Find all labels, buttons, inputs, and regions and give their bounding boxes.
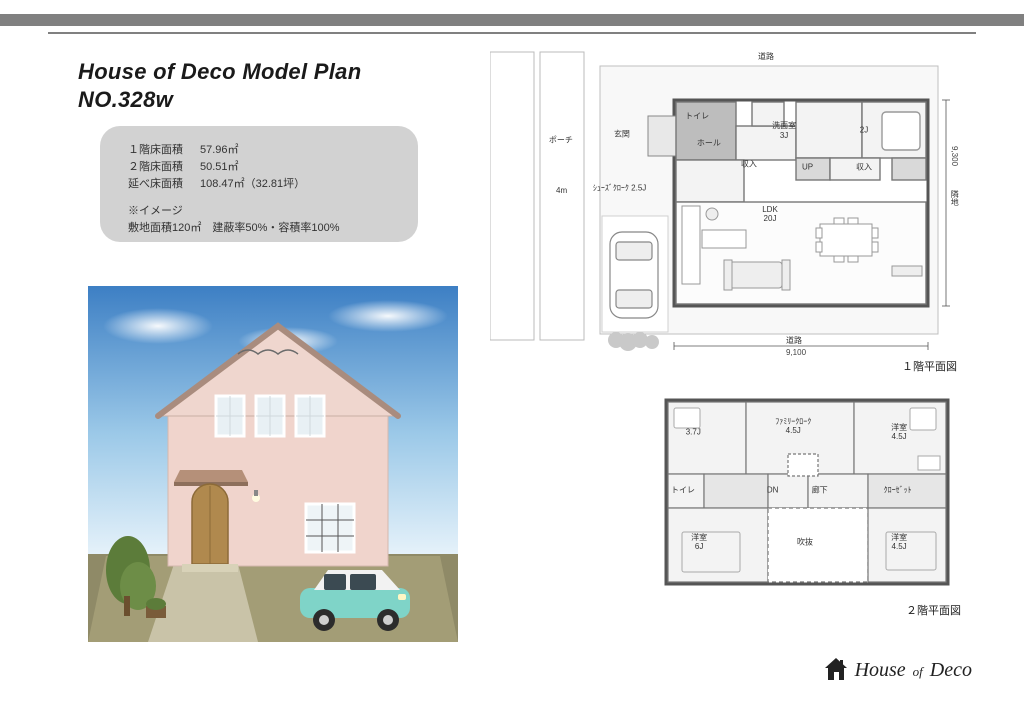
floorplan-1f: 4m 道路 道路 隣地 9,100 9,300 ポーチ 玄関 トイレホール 洗面室3J… xyxy=(490,46,960,366)
room-label: 玄関 xyxy=(614,129,630,138)
room-label: ホール xyxy=(697,139,721,148)
room-label: ｸﾛｰｾﾞｯﾄ xyxy=(884,485,912,494)
room-label: ポーチ xyxy=(549,135,573,144)
top-rule xyxy=(48,32,976,34)
info-label-0: １階床面積 xyxy=(128,142,200,159)
fp1-road-top: 道路 xyxy=(758,52,774,61)
info-box: １階床面積57.96㎡ ２階床面積50.51㎡ 延べ床面積108.47㎡（32.… xyxy=(100,126,418,242)
room-label: UP xyxy=(802,163,813,172)
room-label: 3.7J xyxy=(686,427,701,436)
room-label: 洋室4.5J xyxy=(891,423,907,441)
room-label: 廊下 xyxy=(812,485,828,494)
fp1-neighbor: 隣地 xyxy=(950,190,959,206)
room-label: LDK20J xyxy=(762,204,778,222)
room-label: DN xyxy=(767,485,779,494)
room-label: 洋室6J xyxy=(691,533,707,551)
title-line1: House of Deco Model Plan xyxy=(78,59,361,84)
brand-text: House of Deco xyxy=(855,659,972,682)
room-label: 洗面室3J xyxy=(772,121,796,139)
room-label: トイレ xyxy=(685,111,709,120)
info-label-1: ２階床面積 xyxy=(128,159,200,176)
room-label: 洋室4.5J xyxy=(891,533,907,551)
info-label-2: 延べ床面積 xyxy=(128,176,200,193)
info-note1: ※イメージ xyxy=(128,203,398,220)
fp1-gap: 4m xyxy=(556,186,567,195)
room-label: 収入 xyxy=(856,163,872,172)
room-label: ﾌｧﾐﾘｰｸﾛｰｸ4.5J xyxy=(775,417,811,435)
info-value-2: 108.47㎡（32.81坪） xyxy=(200,176,305,193)
fp1-dim-h: 9,300 xyxy=(950,146,959,166)
room-label: 収入 xyxy=(741,159,757,168)
brand-text2: Deco xyxy=(930,659,972,681)
fp1-road-bot: 道路 xyxy=(786,336,802,345)
brand-logo: House of Deco xyxy=(823,656,972,682)
room-label: トイレ xyxy=(671,485,695,494)
top-bar xyxy=(0,14,1024,26)
house-icon xyxy=(823,656,849,682)
floorplan-2f: 3.7J ﾌｧﾐﾘｰｸﾛｰｸ4.5J 洋室4.5J トイレ DN 廊下 ｸﾛｰｾﾞｯﾄ 洋室6… xyxy=(660,392,954,592)
room-label: 吹抜 xyxy=(797,537,813,546)
fp2-label: ２階平面図 xyxy=(906,602,961,618)
title-line2: NO.328w xyxy=(78,87,173,112)
fp1-dim-w: 9,100 xyxy=(786,348,806,357)
house-rendering xyxy=(88,286,458,642)
room-label: ｼｭｰｽﾞｸﾛｰｸ 2.5J xyxy=(593,183,646,192)
info-value-1: 50.51㎡ xyxy=(200,159,239,176)
info-note2: 敷地面積120㎡ 建蔽率50%・容積率100% xyxy=(128,220,398,237)
fp1-label: １階平面図 xyxy=(902,358,957,374)
room-label: 2J xyxy=(860,126,868,135)
brand-of: of xyxy=(913,664,923,679)
brand-text1: House xyxy=(855,659,906,681)
info-value-0: 57.96㎡ xyxy=(200,142,239,159)
page-title: House of Deco Model Plan NO.328w xyxy=(78,58,361,113)
